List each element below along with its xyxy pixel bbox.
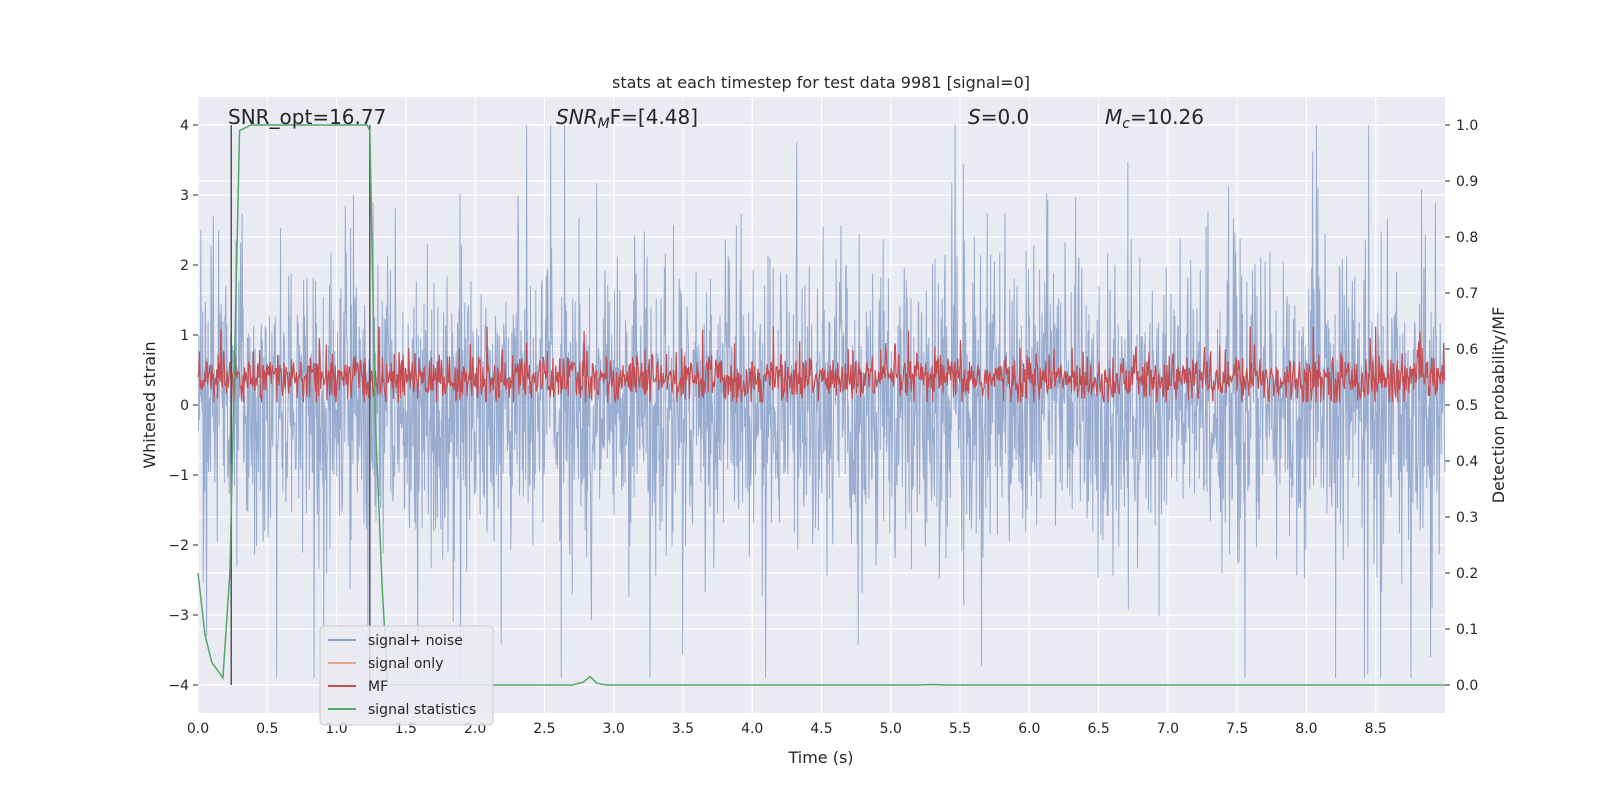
y-right-tick-label: 0.9 <box>1456 174 1478 190</box>
y-left-tick-label: −3 <box>168 608 189 624</box>
y-right-tick-label: 0.3 <box>1456 510 1478 526</box>
y-left-tick-label: −4 <box>168 678 189 694</box>
series-signal-statistics <box>197 124 1445 686</box>
y-right-tick-label: 1.0 <box>1456 118 1478 134</box>
y-right-tick-label: 0.6 <box>1456 342 1478 358</box>
y-left-tick-label: 4 <box>180 118 189 134</box>
y-left-tick-label: −2 <box>168 538 189 554</box>
x-axis-ticks: 0.0 0.5 1.0 1.5 2.0 2.5 3.0 3.5 4.0 4.5 5.0 5.5 6.0 6… <box>187 721 1387 737</box>
y-right-tick-label: 0.4 <box>1456 454 1478 470</box>
legend-label-signal-noise: signal+ noise <box>368 633 463 649</box>
y-left-tick-label: 2 <box>180 258 189 274</box>
x-tick-label: 3.0 <box>603 721 625 737</box>
y-axis-right-label: Detection probability/MF <box>1489 307 1508 504</box>
y-right-tick-label: 0.8 <box>1456 230 1478 246</box>
y-left-tick-label: 1 <box>180 328 189 344</box>
x-tick-label: 7.5 <box>1226 721 1248 737</box>
x-tick-label: 5.5 <box>949 721 971 737</box>
mf-series-layer <box>197 326 1446 405</box>
x-tick-label: 6.5 <box>1087 721 1109 737</box>
x-axis-label: Time (s) <box>787 748 853 767</box>
series-mf <box>197 326 1446 405</box>
series-signal-noise <box>197 124 1446 679</box>
y-right-tick-label: 0.5 <box>1456 398 1478 414</box>
y-axis-right-ticks: 1.0 0.9 0.8 0.7 0.6 0.5 0.4 0.3 0.2 0.1 0.0 <box>1445 118 1478 694</box>
x-tick-label: 8.5 <box>1365 721 1387 737</box>
y-left-tick-label: 0 <box>180 398 189 414</box>
x-tick-label: 4.0 <box>741 721 763 737</box>
legend-label-mf: MF <box>368 679 388 695</box>
annotation-s: S=0.0 <box>968 105 1029 129</box>
legend-box <box>319 625 494 726</box>
x-tick-label: 7.0 <box>1157 721 1179 737</box>
y-axis-left-label: Whitened strain <box>140 341 159 468</box>
y-right-tick-label: 0.7 <box>1456 286 1478 302</box>
event-vlines <box>230 125 371 685</box>
noise-series-layer <box>197 124 1446 679</box>
y-left-tick-label: 3 <box>180 188 189 204</box>
x-tick-label: 5.0 <box>880 721 902 737</box>
annotation-snr-opt: SNR_opt=16.77 <box>228 105 386 129</box>
chart-title: stats at each timestep for test data 998… <box>612 73 1030 92</box>
y-axis-left-ticks: 4 3 2 1 0 −1 −2 −3 −4 <box>168 118 198 694</box>
x-tick-label: 3.5 <box>672 721 694 737</box>
x-tick-label: 0.0 <box>187 721 209 737</box>
x-tick-label: 0.5 <box>256 721 278 737</box>
legend-label-signal-statistics: signal statistics <box>368 702 476 718</box>
y-right-tick-label: 0.1 <box>1456 622 1478 638</box>
y-left-tick-label: −1 <box>168 468 189 484</box>
x-tick-label: 6.0 <box>1018 721 1040 737</box>
x-tick-label: 4.5 <box>810 721 832 737</box>
legend-label-signal-only: signal only <box>368 656 443 672</box>
annotation-snr-mf: SNRMF=[4.48] <box>556 105 698 132</box>
y-right-tick-label: 0.2 <box>1456 566 1478 582</box>
x-tick-label: 8.0 <box>1295 721 1317 737</box>
y-right-tick-label: 0.0 <box>1456 678 1478 694</box>
annotation-mc: Mc=10.26 <box>1105 105 1204 132</box>
legend: signal+ noise signal only MF signal stat… <box>319 625 494 726</box>
x-tick-label: 2.5 <box>533 721 555 737</box>
